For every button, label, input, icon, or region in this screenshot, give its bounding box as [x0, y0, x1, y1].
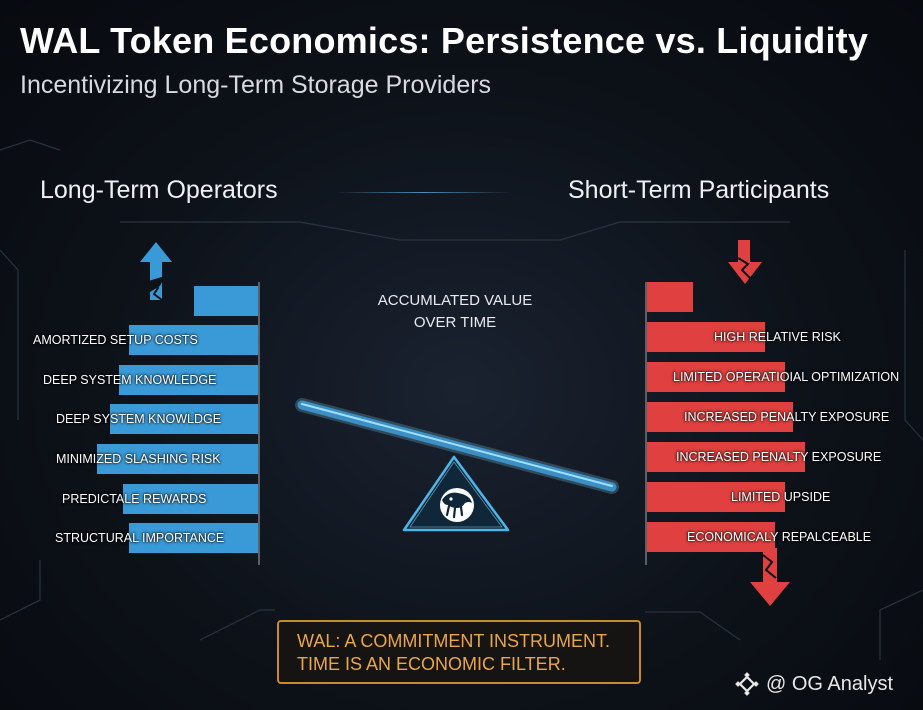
left-item-bar: [110, 404, 258, 434]
center-label: ACCUMLATED VALUE OVER TIME: [330, 290, 580, 334]
right-item-bar: [647, 442, 805, 472]
right-item-label: HIGH RELATIVE RISK: [714, 330, 841, 344]
left-item-bar: [129, 523, 258, 553]
right-item-bar: [647, 402, 793, 432]
commitment-line2: TIME IS AN ECONOMIC FILTER.: [297, 654, 566, 674]
right-item-row: INCREASED PENALTY EXPOSURE: [645, 402, 923, 432]
circuit-lines: [0, 139, 923, 660]
right-item-row: HIGH RELATIVE RISK: [645, 322, 923, 352]
right-column-heading: Short-Term Participants: [568, 176, 830, 204]
commitment-line1: WAL: A COMMITMENT INSTRUMENT.: [297, 631, 611, 651]
left-top-bar: [194, 286, 258, 316]
right-item-label: INCREASED PENALTY EXPOSURE: [684, 410, 890, 424]
heading-divider: [333, 192, 513, 193]
page-subtitle: Incentivizing Long-Term Storage Provider…: [20, 71, 492, 99]
left-item-row: MINIMIZED SLASHING RISK: [0, 444, 260, 474]
left-item-label: AMORTIZED SETUP COSTS: [33, 333, 198, 347]
right-item-label: ECONOMICALY REPALCEABLE: [687, 530, 872, 544]
right-item-bar: [647, 482, 785, 512]
left-item-label: DEEP SYSTEM KNOWLDGE: [56, 412, 222, 426]
right-item-row: INCREASED PENALTY EXPOSURE: [645, 442, 923, 472]
right-item-row: LIMITED UPSIDE: [645, 482, 923, 512]
left-item-row: PREDICTALE REWARDS: [0, 484, 260, 514]
left-item-row: DEEP SYSTEM KNOWLEDGE: [0, 365, 260, 395]
center-label-line2: OVER TIME: [413, 314, 497, 331]
left-item-bar: [97, 444, 258, 474]
left-axis-line: [258, 282, 260, 565]
right-item-label: LIMITED OPERATIOIAL OPTIMIZATION: [673, 370, 900, 384]
left-item-bar: [119, 365, 258, 395]
watermark: @ OG Analyst: [734, 671, 893, 697]
right-item-row: LIMITED OPERATIOIAL OPTIMIZATION: [645, 362, 923, 392]
commitment-callout: WAL: A COMMITMENT INSTRUMENT. TIME IS AN…: [277, 620, 641, 684]
right-item-label: LIMITED UPSIDE: [731, 490, 831, 504]
left-item-bar: [123, 484, 258, 514]
right-item-bar: [647, 362, 785, 392]
seesaw-beam: [295, 398, 619, 494]
page-title: WAL Token Economics: Persistence vs. Liq…: [20, 20, 869, 61]
left-item-row: DEEP SYSTEM KNOWLDGE: [0, 404, 260, 434]
right-item-bar: [647, 322, 765, 352]
left-item-label: STRUCTURAL IMPORTANCE: [55, 531, 225, 545]
right-top-bar: [647, 282, 693, 312]
right-item-row: ECONOMICALY REPALCEABLE: [645, 522, 923, 552]
watermark-text: @ OG Analyst: [766, 672, 894, 695]
left-column-heading: Long-Term Operators: [40, 176, 278, 204]
right-item-bar: [647, 522, 775, 552]
left-item-label: PREDICTALE REWARDS: [62, 492, 207, 506]
arrow-up-icon: [140, 242, 172, 301]
walrus-logo-icon: [440, 488, 474, 522]
center-label-line1: ACCUMLATED VALUE: [377, 292, 533, 309]
arrow-down-icon-bottom: [750, 548, 790, 606]
left-item-label: MINIMIZED SLASHING RISK: [56, 452, 221, 466]
right-axis-line: [645, 282, 647, 565]
arrow-down-icon: [728, 240, 762, 284]
right-item-label: INCREASED PENALTY EXPOSURE: [676, 450, 882, 464]
left-item-row: AMORTIZED SETUP COSTS: [0, 325, 260, 355]
binance-diamond-icon: [735, 672, 759, 696]
left-item-bar: [129, 325, 258, 355]
left-item-label: DEEP SYSTEM KNOWLEDGE: [43, 373, 217, 387]
left-item-row: STRUCTURAL IMPORTANCE: [0, 523, 260, 553]
